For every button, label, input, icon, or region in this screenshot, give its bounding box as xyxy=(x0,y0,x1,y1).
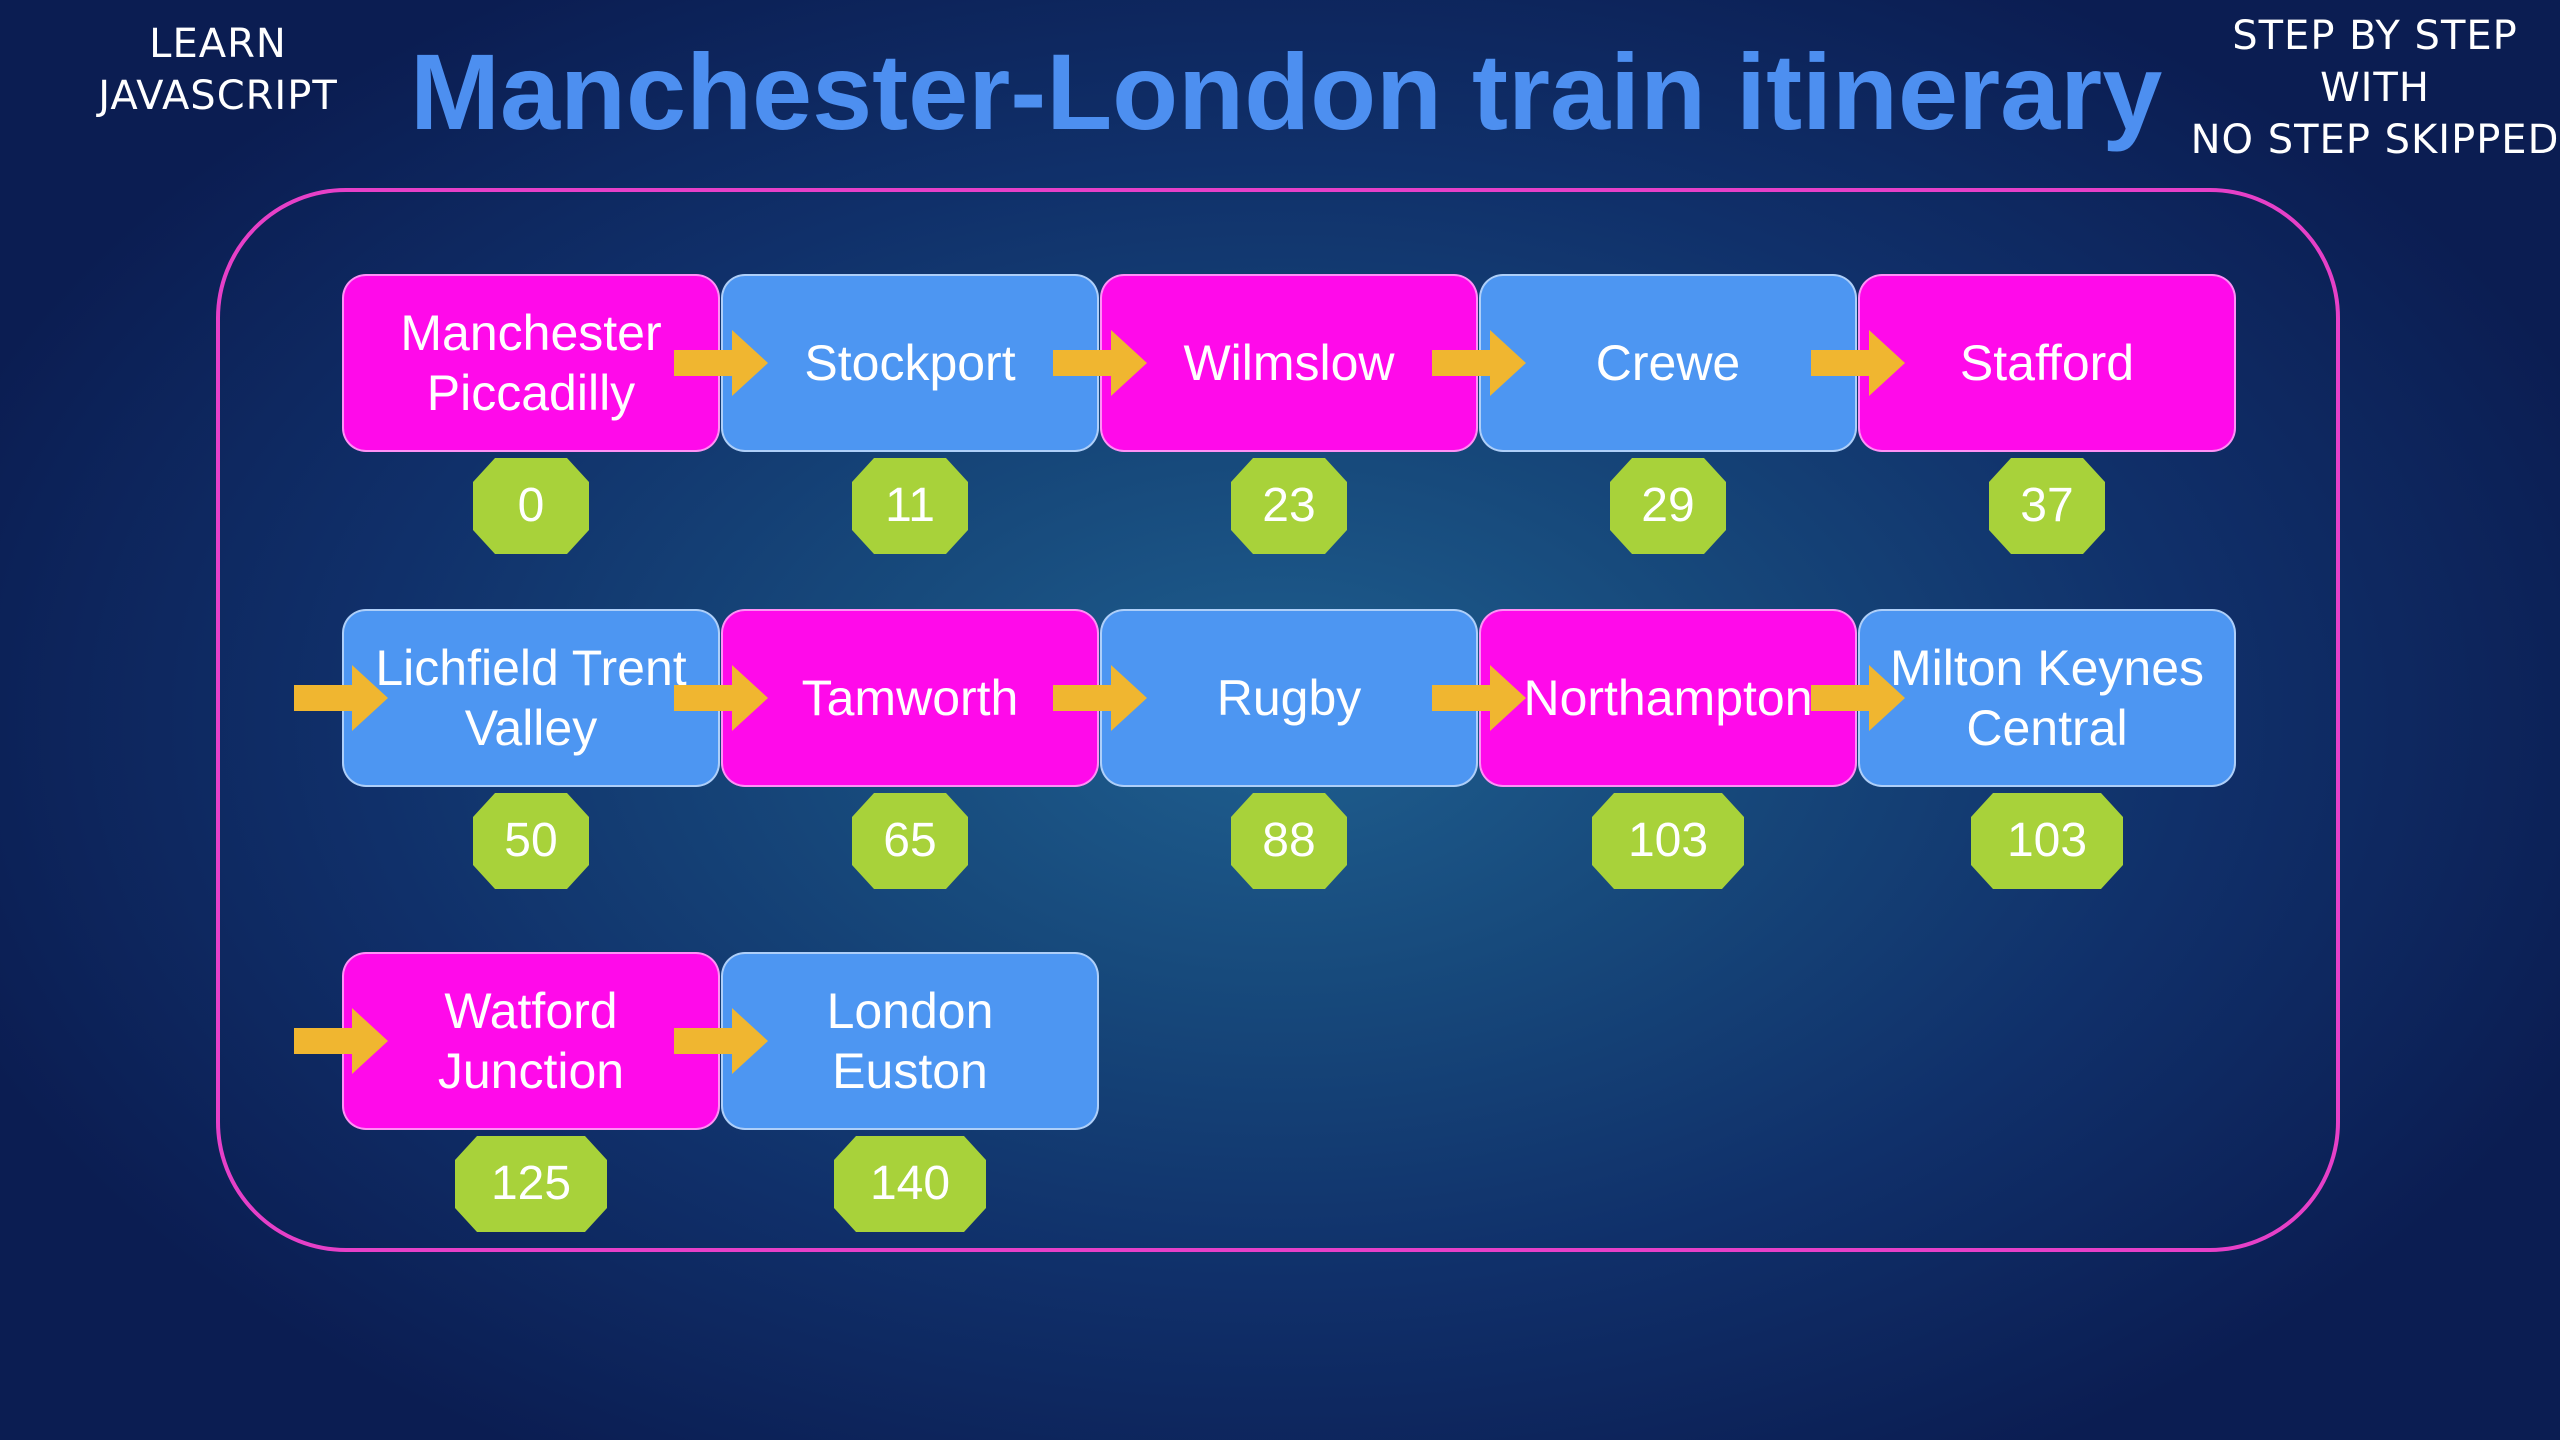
corner-right-line: NO STEP SKIPPED xyxy=(2190,117,2560,163)
station-box: Stafford xyxy=(1858,274,2236,452)
mileage-badge: 88 xyxy=(1231,793,1347,889)
mileage-value: 65 xyxy=(883,814,937,867)
mileage-badge: 29 xyxy=(1610,458,1726,554)
station-box: Manchester Piccadilly xyxy=(342,274,720,452)
mileage-value: 37 xyxy=(2020,479,2074,532)
station-box: Rugby xyxy=(1100,609,1478,787)
route-arrow-icon xyxy=(1053,665,1147,731)
route-arrow-icon xyxy=(674,330,768,396)
route-arrow-icon xyxy=(1432,665,1526,731)
corner-left-line: JAVASCRIPT xyxy=(98,73,338,119)
route-arrow-icon xyxy=(1811,665,1905,731)
itinerary-frame xyxy=(216,188,2340,1252)
station-box: Wilmslow xyxy=(1100,274,1478,452)
station-box: Northampton xyxy=(1479,609,1857,787)
station-box: London Euston xyxy=(721,952,1099,1130)
mileage-badge: 140 xyxy=(834,1136,986,1232)
route-arrow-icon xyxy=(674,1008,768,1074)
route-arrow-icon xyxy=(294,1008,388,1074)
corner-left-line: LEARN xyxy=(149,21,287,67)
station-box: Lichfield Trent Valley xyxy=(342,609,720,787)
learn-javascript-label: LEARN JAVASCRIPT xyxy=(88,18,348,122)
station-box: Watford Junction xyxy=(342,952,720,1130)
corner-right-line: STEP BY STEP xyxy=(2232,13,2518,59)
mileage-value: 11 xyxy=(885,479,935,532)
mileage-value: 103 xyxy=(1627,814,1709,867)
station-box: Tamworth xyxy=(721,609,1099,787)
mileage-value: 125 xyxy=(490,1157,572,1210)
station-box: Stockport xyxy=(721,274,1099,452)
mileage-badge: 50 xyxy=(473,793,589,889)
step-by-step-label: STEP BY STEP WITH NO STEP SKIPPED xyxy=(2190,10,2560,166)
mileage-value: 23 xyxy=(1262,479,1316,532)
route-arrow-icon xyxy=(294,665,388,731)
page-title: Manchester-London train itinerary xyxy=(410,31,2163,152)
mileage-badge: 103 xyxy=(1971,793,2123,889)
route-arrow-icon xyxy=(1811,330,1905,396)
mileage-value: 103 xyxy=(2006,814,2088,867)
mileage-value: 0 xyxy=(517,479,545,532)
mileage-value: 50 xyxy=(504,814,558,867)
mileage-badge: 103 xyxy=(1592,793,1744,889)
mileage-badge: 65 xyxy=(852,793,968,889)
mileage-value: 29 xyxy=(1641,479,1695,532)
station-box: Milton Keynes Central xyxy=(1858,609,2236,787)
mileage-badge: 0 xyxy=(473,458,589,554)
mileage-badge: 125 xyxy=(455,1136,607,1232)
corner-right-line: WITH xyxy=(2320,65,2430,111)
mileage-value: 140 xyxy=(869,1157,951,1210)
mileage-badge: 11 xyxy=(852,458,968,554)
route-arrow-icon xyxy=(1432,330,1526,396)
route-arrow-icon xyxy=(1053,330,1147,396)
station-box: Crewe xyxy=(1479,274,1857,452)
route-arrow-icon xyxy=(674,665,768,731)
mileage-badge: 23 xyxy=(1231,458,1347,554)
mileage-badge: 37 xyxy=(1989,458,2105,554)
mileage-value: 88 xyxy=(1262,814,1316,867)
